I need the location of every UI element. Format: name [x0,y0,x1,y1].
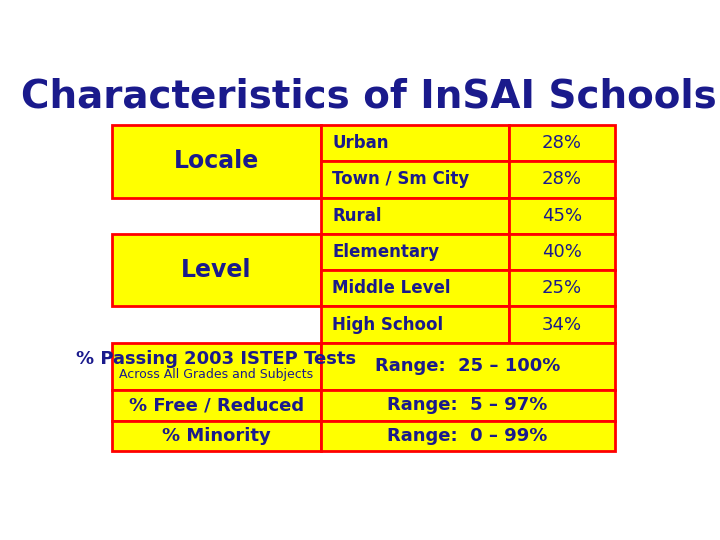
Bar [112,390,320,421]
Bar [509,161,615,198]
Text: Locale: Locale [174,150,259,173]
Text: 40%: 40% [542,243,582,261]
Text: 45%: 45% [541,207,582,225]
Text: % Minority: % Minority [162,427,271,445]
Bar [112,421,320,451]
Text: Range:  5 – 97%: Range: 5 – 97% [387,396,548,414]
Text: Range:  25 – 100%: Range: 25 – 100% [375,357,560,375]
Text: Town / Sm City: Town / Sm City [332,171,469,188]
Text: % Free / Reduced: % Free / Reduced [129,396,304,414]
Text: Elementary: Elementary [332,243,439,261]
Text: 34%: 34% [541,315,582,334]
Bar [509,125,615,161]
Text: 28%: 28% [541,171,582,188]
Text: Level: Level [181,258,252,282]
Text: Urban: Urban [332,134,389,152]
Text: Characteristics of InSAI Schools: Characteristics of InSAI Schools [21,77,717,115]
Bar [320,421,615,451]
Bar [112,234,320,306]
Text: 28%: 28% [541,134,582,152]
Bar [112,343,320,390]
Bar [320,390,615,421]
Bar [509,306,615,343]
Text: Rural: Rural [332,207,382,225]
Bar [509,198,615,234]
Text: Middle Level: Middle Level [332,279,451,298]
Text: Range:  0 – 99%: Range: 0 – 99% [387,427,548,445]
Text: 25%: 25% [541,279,582,298]
Bar [320,270,509,306]
Bar [320,234,509,270]
Bar [320,125,509,161]
Bar [320,198,509,234]
Bar [320,343,615,390]
Bar [509,234,615,270]
Bar [320,161,509,198]
Text: Across All Grades and Subjects: Across All Grades and Subjects [120,368,314,381]
Bar [320,306,509,343]
Bar [509,270,615,306]
Text: High School: High School [332,315,443,334]
Text: % Passing 2003 ISTEP Tests: % Passing 2003 ISTEP Tests [76,350,356,368]
Bar [112,125,320,198]
